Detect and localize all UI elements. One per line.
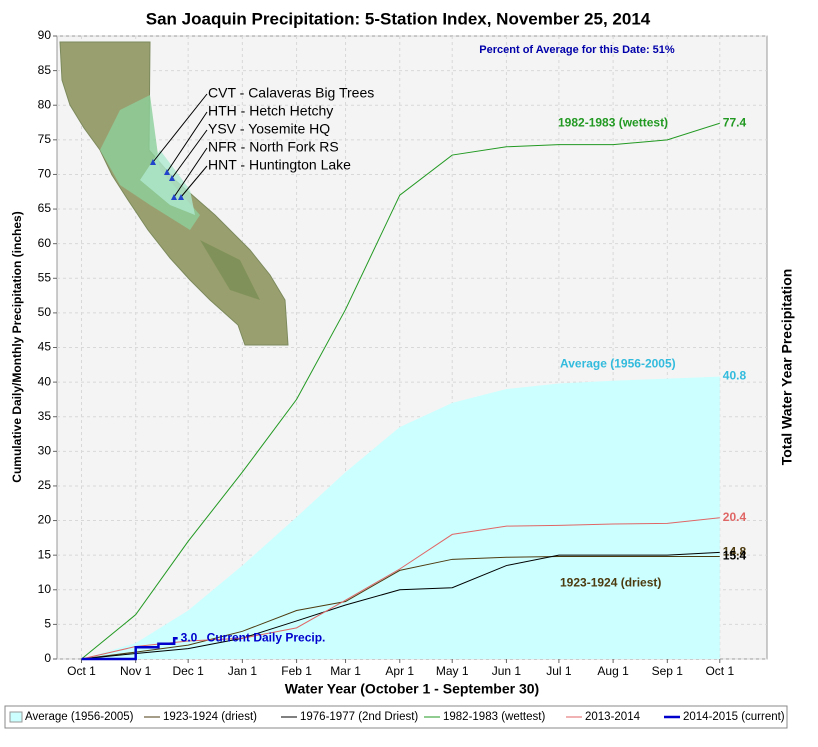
data-label: 77.4 <box>723 115 747 129</box>
legend-label: 1923-1924 (driest) <box>163 711 257 723</box>
x-tick-label: Jul 1 <box>546 664 572 678</box>
station-marker <box>164 169 170 175</box>
legend-label: 2013-2014 <box>585 711 641 723</box>
x-tick-label: Aug 1 <box>597 664 629 678</box>
line <box>81 517 720 660</box>
legend-label: Average (1956-2005) <box>25 711 134 723</box>
station-label: YSV - Yosemite HQ <box>208 121 330 137</box>
data-label: 15.4 <box>723 549 747 563</box>
y-tick-label: 90 <box>38 28 52 42</box>
legend-items: Average (1956-2005) 1923-1924 (driest) 197… <box>9 711 785 723</box>
station-marker <box>171 194 177 200</box>
y-tick-label: 80 <box>38 97 52 111</box>
station-leader <box>166 111 208 173</box>
data-label: 14.8 <box>723 545 747 559</box>
x-tick-label: Jun 1 <box>492 664 522 678</box>
chart-title: San Joaquin Precipitation: 5-Station Ind… <box>146 9 651 28</box>
station-marker <box>150 159 156 165</box>
legend <box>4 705 788 729</box>
y-tick-label: 85 <box>38 63 52 77</box>
x-tick-label: Oct 1 <box>67 664 96 678</box>
station-leader <box>171 129 208 179</box>
series-note: 1923-1924 (driest) <box>560 575 661 589</box>
y-tick-label: 40 <box>38 374 52 388</box>
y-tick-label: 20 <box>38 513 52 527</box>
y-tick-label: 50 <box>38 305 52 319</box>
station-leader <box>173 147 208 198</box>
x-tick-label: Dec 1 <box>172 664 204 678</box>
x-tick-label: May 1 <box>436 664 469 678</box>
y-tick-label: 60 <box>38 236 52 250</box>
x-tick-label: Jan 1 <box>228 664 258 678</box>
y-tick-label: 5 <box>44 617 51 631</box>
y2-axis-title: Total Water Year Precipitation <box>779 269 795 466</box>
y-axis-title: Cumulative Daily/Monthly Precipitation (… <box>10 211 24 482</box>
station-marker <box>178 194 184 200</box>
station-leader <box>152 93 208 163</box>
x-tick-label: Nov 1 <box>120 664 152 678</box>
marks: 40.8 Average (1956-2005) 14.8 1923-1924 (dr… <box>81 115 747 661</box>
station-marker <box>169 175 175 181</box>
line <box>81 636 178 661</box>
y-tick-label: 70 <box>38 167 52 181</box>
y-tick-label: 65 <box>38 201 52 215</box>
percent-note: Percent of Average for this Date: 51% <box>479 44 675 56</box>
line <box>81 122 720 660</box>
line <box>81 556 720 660</box>
data-label: 3.0 <box>181 630 198 644</box>
stations: CVT - Calaveras Big Trees HTH - Hetch Het… <box>150 85 374 200</box>
x-tick-label: Mar 1 <box>330 664 361 678</box>
line <box>81 551 720 660</box>
series-note: 1982-1983 (wettest) <box>558 116 668 130</box>
y-tick-label: 45 <box>38 340 52 354</box>
series-note: Average (1956-2005) <box>560 357 676 371</box>
x-tick-label: Sep 1 <box>652 664 684 678</box>
station-label: CVT - Calaveras Big Trees <box>208 85 374 101</box>
y-tick-label: 35 <box>38 409 52 423</box>
legend-label: 2014-2015 (current) <box>683 711 785 723</box>
y-tick-label: 0 <box>44 651 51 665</box>
data-label: 20.4 <box>723 510 747 524</box>
legend-swatch <box>9 711 23 723</box>
station-label: NFR - North Fork RS <box>208 139 339 155</box>
terrain <box>200 240 260 300</box>
series-note: Current Daily Precip. <box>207 630 326 644</box>
y-tick-label: 10 <box>38 582 52 596</box>
data-label: 40.8 <box>723 369 747 383</box>
x-tick-label: Feb 1 <box>281 664 312 678</box>
x-axis-title: Water Year (October 1 - September 30) <box>285 681 539 697</box>
x-tick-label: Oct 1 <box>705 664 734 678</box>
legend-label: 1976-1977 (2nd Driest) <box>300 711 418 723</box>
station-label: HNT - Huntington Lake <box>208 157 351 173</box>
y-tick-label: 25 <box>38 478 52 492</box>
x-tick-label: Apr 1 <box>385 664 414 678</box>
legend-label: 1982-1983 (wettest) <box>443 711 545 723</box>
y-tick-label: 15 <box>38 547 52 561</box>
y-tick-label: 55 <box>38 270 52 284</box>
y-tick-label: 75 <box>38 132 52 146</box>
y-tick-label: 30 <box>38 444 52 458</box>
station-label: HTH - Hetch Hetchy <box>208 103 333 119</box>
station-leader <box>180 165 208 198</box>
area <box>81 376 720 659</box>
